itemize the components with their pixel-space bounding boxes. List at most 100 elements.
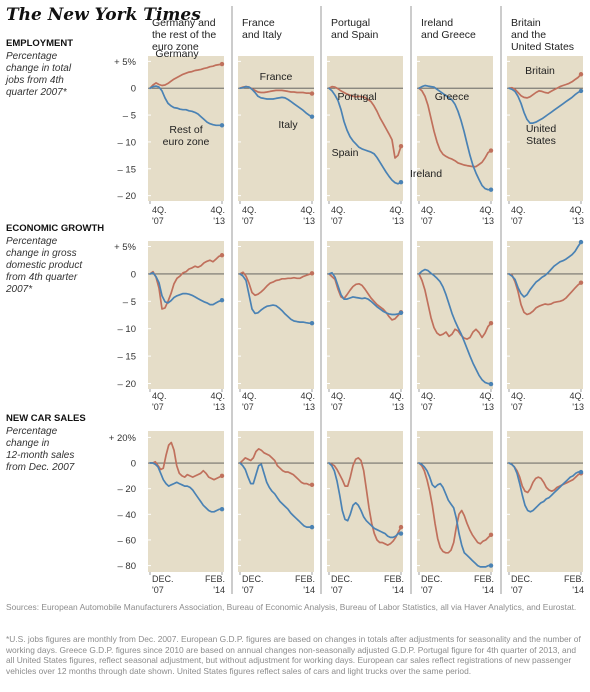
x-tick-label: '14 bbox=[392, 585, 404, 595]
series-end-dot bbox=[398, 524, 404, 530]
row-description: quarter 2007* bbox=[6, 87, 68, 98]
y-tick-label: – 5 bbox=[123, 111, 136, 122]
series-label: Ireland bbox=[410, 168, 442, 180]
series-line-spain bbox=[328, 271, 402, 316]
series-label: Germany bbox=[155, 48, 199, 60]
x-tick-label: '07 bbox=[331, 585, 343, 595]
column-header-portugal: Portugal bbox=[331, 17, 370, 29]
x-tick-label: '13 bbox=[303, 402, 315, 412]
series-end-dot bbox=[578, 239, 584, 245]
series-end-dot bbox=[488, 187, 494, 192]
panel-germany: DEC.'07 FEB.'14 bbox=[148, 431, 225, 595]
series-label: Greece bbox=[435, 91, 470, 103]
series-label: euro zone bbox=[163, 136, 210, 148]
panel-background bbox=[148, 431, 224, 572]
series-line-portugal bbox=[328, 273, 402, 321]
series-end-dot bbox=[488, 532, 494, 538]
series-end-dot bbox=[398, 144, 404, 149]
panel-background bbox=[417, 241, 493, 389]
y-tick-label: + 20% bbox=[109, 433, 137, 444]
column-header-ireland: Ireland bbox=[421, 17, 453, 29]
y-tick-label: – 5 bbox=[123, 297, 136, 308]
footnote: *U.S. jobs figures are monthly from Dec.… bbox=[6, 634, 582, 676]
series-line-greece bbox=[418, 462, 492, 568]
y-tick-label: – 15 bbox=[118, 352, 137, 363]
y-tick-label: 0 bbox=[131, 269, 136, 280]
y-tick-label: + 5% bbox=[114, 242, 136, 253]
series-end-dot bbox=[309, 482, 315, 488]
series-label: Rest of bbox=[169, 124, 202, 136]
y-tick-label: – 20 bbox=[118, 191, 137, 202]
column-header-france: and Italy bbox=[242, 29, 282, 41]
panel-britain: DEC.'07 FEB.'14 bbox=[507, 431, 584, 595]
x-tick-label: DEC. bbox=[152, 574, 174, 584]
series-end-dot bbox=[219, 298, 225, 303]
series-line-italy bbox=[239, 462, 313, 528]
series-label: Italy bbox=[278, 119, 298, 131]
x-tick-label: '14 bbox=[303, 585, 315, 595]
series-end-dot bbox=[398, 180, 404, 185]
series-end-dot bbox=[488, 563, 494, 568]
y-tick-label: + 5% bbox=[114, 57, 136, 68]
row-title: EMPLOYMENT bbox=[6, 38, 73, 49]
y-tick-label: – 60 bbox=[118, 535, 137, 546]
x-tick-label: 4Q. bbox=[300, 205, 315, 215]
series-line-rest-of-euro-zone bbox=[149, 85, 223, 127]
x-tick-label: '13 bbox=[392, 216, 404, 226]
series-end-dot bbox=[309, 114, 315, 119]
x-tick-label: 4Q. bbox=[421, 391, 436, 401]
row-description: 12-month sales bbox=[6, 450, 74, 461]
column-header-portugal: and Spain bbox=[331, 29, 378, 41]
row-description: change in bbox=[6, 438, 50, 449]
row-description: change in total bbox=[6, 63, 72, 74]
y-tick-label: 0 bbox=[131, 459, 136, 470]
row-description: jobs from 4th bbox=[4, 75, 64, 86]
x-tick-label: '07 bbox=[331, 216, 343, 226]
series-line-britain bbox=[508, 462, 582, 494]
x-tick-label: '13 bbox=[213, 402, 225, 412]
series-end-dot bbox=[398, 531, 404, 536]
x-tick-label: '07 bbox=[242, 216, 254, 226]
series-line-france bbox=[239, 448, 313, 486]
x-tick-label: 4Q. bbox=[389, 391, 404, 401]
series-line-germany bbox=[149, 63, 223, 90]
x-tick-label: 4Q. bbox=[479, 205, 494, 215]
panel-background bbox=[507, 56, 583, 201]
series-line-germany bbox=[149, 441, 223, 481]
row-description: Percentage bbox=[6, 51, 58, 62]
series-end-dot bbox=[578, 88, 584, 94]
x-tick-label: '13 bbox=[572, 216, 584, 226]
x-tick-label: '07 bbox=[511, 585, 523, 595]
panel-background bbox=[238, 56, 314, 201]
row-title: ECONOMIC GROWTH bbox=[6, 223, 104, 234]
series-line-rest-of-euro-zone bbox=[149, 462, 223, 513]
series-line-germany bbox=[149, 254, 223, 310]
x-tick-label: 4Q. bbox=[479, 391, 494, 401]
series-end-dot bbox=[488, 148, 494, 153]
y-tick-label: – 80 bbox=[118, 561, 137, 572]
x-tick-label: '07 bbox=[152, 585, 164, 595]
panel-background bbox=[327, 431, 403, 572]
y-tick-label: 0 bbox=[131, 84, 136, 95]
series-line-spain bbox=[328, 87, 402, 185]
column-header-france: France bbox=[242, 17, 275, 29]
series-line-united-states bbox=[508, 241, 582, 298]
column-header-germany: the rest of the bbox=[152, 29, 216, 41]
y-tick-label: – 40 bbox=[118, 510, 137, 521]
x-tick-label: DEC. bbox=[511, 574, 533, 584]
y-tick-label: – 15 bbox=[118, 164, 137, 175]
x-tick-label: '07 bbox=[421, 402, 433, 412]
x-tick-label: FEB. bbox=[384, 574, 404, 584]
series-line-italy bbox=[239, 85, 313, 118]
series-line-greece bbox=[418, 268, 492, 385]
panel-background bbox=[148, 241, 224, 389]
series-label: States bbox=[526, 135, 556, 147]
x-tick-label: 4Q. bbox=[210, 391, 225, 401]
masthead: The New York Times bbox=[6, 5, 201, 25]
x-tick-label: 4Q. bbox=[300, 391, 315, 401]
